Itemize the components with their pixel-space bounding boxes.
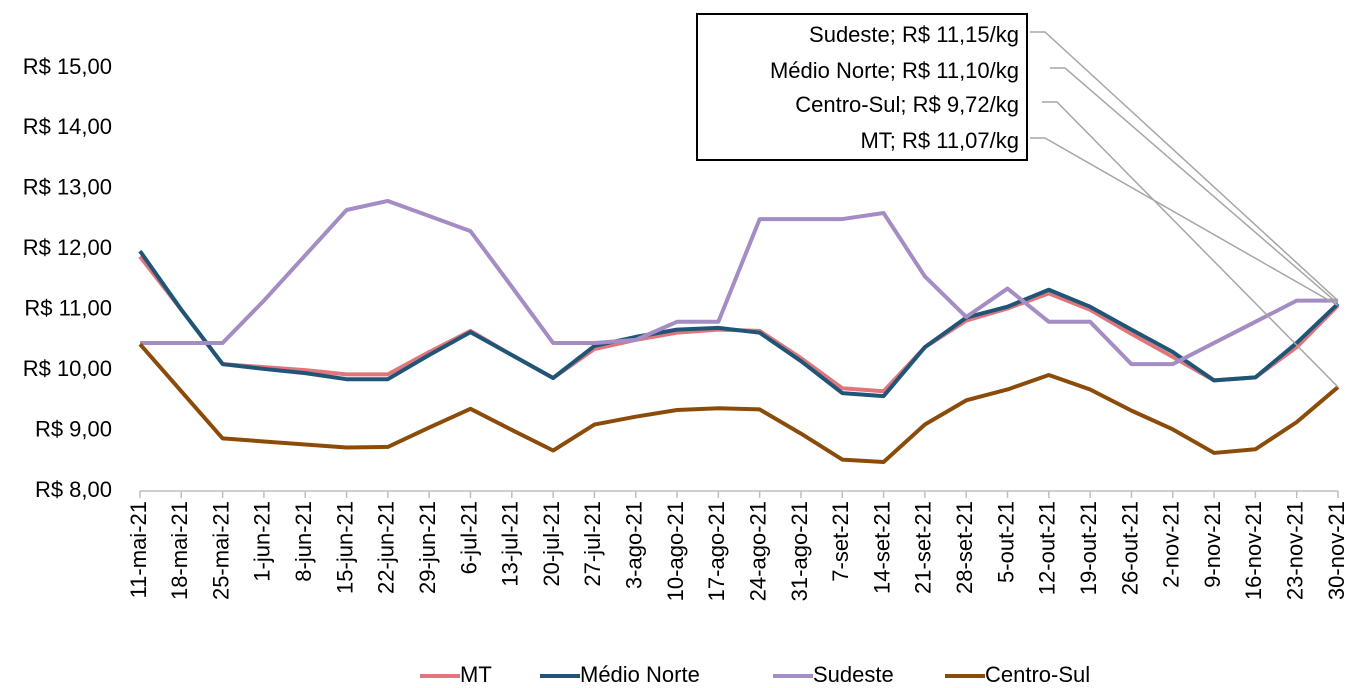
y-tick-label: R$ 13,00	[23, 175, 112, 200]
x-tick-label: 26-out-21	[1117, 501, 1142, 595]
x-tick-label: 16-nov-21	[1241, 501, 1266, 600]
series-line	[138, 249, 1340, 399]
legend-label: Sudeste	[813, 662, 894, 687]
x-tick-label: 5-out-21	[993, 501, 1018, 583]
y-tick-label: R$ 11,00	[24, 296, 112, 321]
annotation: Centro-Sul; R$ 9,72/kg	[795, 92, 1019, 117]
x-tick-label: 19-out-21	[1076, 501, 1101, 595]
legend-label: Centro-Sul	[985, 662, 1090, 687]
x-tick-label: 27-jul-21	[580, 501, 605, 587]
annotation: Sudeste; R$ 11,15/kg	[809, 22, 1019, 47]
legend-label: MT	[460, 662, 492, 687]
x-tick-label: 18-mai-21	[167, 501, 192, 600]
legend-label: Médio Norte	[580, 662, 700, 687]
x-tick-label: 30-nov-21	[1324, 501, 1349, 600]
x-tick-label: 3-ago-21	[622, 501, 647, 589]
leader-line	[1030, 31, 1339, 302]
x-tick-label: 21-set-21	[911, 501, 936, 594]
x-tick-label: 17-ago-21	[704, 501, 729, 601]
y-tick-label: R$ 12,00	[23, 235, 112, 260]
x-tick-label: 20-jul-21	[539, 501, 564, 587]
annotation: Médio Norte; R$ 11,10/kg	[770, 58, 1019, 83]
x-tick-label: 2-nov-21	[1159, 501, 1184, 588]
annotation-box	[696, 13, 1028, 161]
x-tick-label: 8-jun-21	[291, 501, 316, 582]
leader-line	[1042, 101, 1339, 388]
x-tick-label: 7-set-21	[828, 501, 853, 582]
y-tick-label: R$ 14,00	[23, 114, 112, 139]
annotation: MT; R$ 11,07/kg	[860, 128, 1019, 153]
y-tick-label: R$ 10,00	[23, 356, 112, 381]
x-tick-label: 29-jun-21	[415, 501, 440, 594]
x-tick-label: 13-jul-21	[498, 501, 523, 587]
y-tick-label: R$ 9,00	[35, 416, 112, 441]
x-tick-label: 23-nov-21	[1283, 501, 1308, 600]
x-tick-label: 10-ago-21	[663, 501, 688, 601]
x-tick-label: 22-jun-21	[374, 501, 399, 594]
leader-line	[1050, 67, 1339, 305]
x-tick-label: 6-jul-21	[456, 501, 481, 574]
x-tick-label: 31-ago-21	[787, 501, 812, 601]
x-tick-label: 14-set-21	[869, 501, 894, 594]
x-tick-label: 12-out-21	[1035, 501, 1060, 595]
y-tick-label: R$ 15,00	[23, 54, 112, 79]
series-line	[138, 342, 1340, 464]
series-line	[140, 198, 1338, 367]
x-tick-label: 25-mai-21	[208, 501, 233, 600]
x-tick-label: 28-set-21	[952, 501, 977, 594]
x-tick-label: 11-mai-21	[126, 501, 151, 598]
x-tick-label: 1-jun-21	[250, 501, 275, 582]
series-line	[138, 255, 1340, 394]
leader-line	[1030, 137, 1339, 307]
x-tick-label: 24-ago-21	[745, 501, 770, 601]
x-tick-label: 15-jun-21	[332, 501, 357, 594]
y-tick-label: R$ 8,00	[35, 477, 112, 502]
x-tick-label: 9-nov-21	[1200, 501, 1225, 588]
